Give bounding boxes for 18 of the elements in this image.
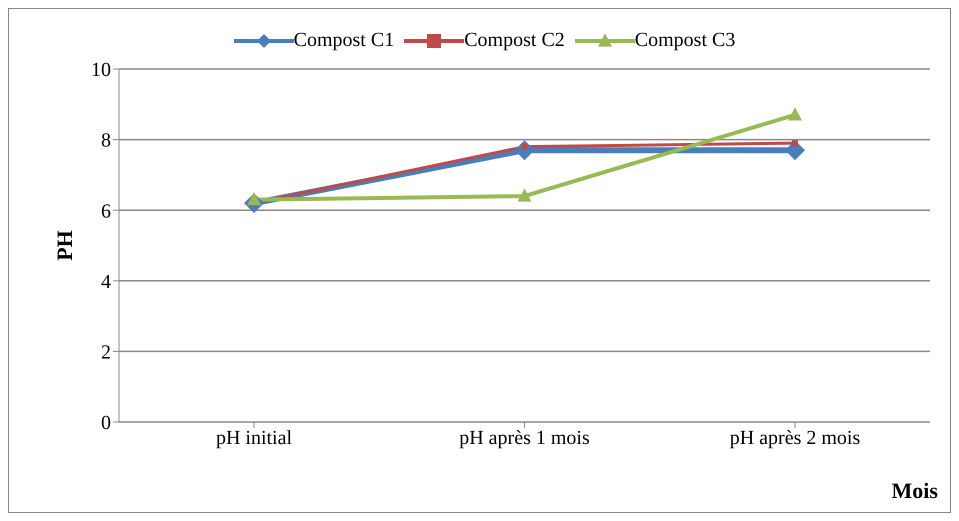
y-tick-label: 10 xyxy=(91,59,111,82)
y-tick-label: 2 xyxy=(101,342,111,364)
legend-label: Compost C2 xyxy=(464,29,565,52)
y-tick-label: 0 xyxy=(101,412,111,434)
x-tick-label: pH initial xyxy=(216,427,292,450)
point xyxy=(792,140,798,146)
x-tick-label: pH après 2 mois xyxy=(730,427,860,450)
point xyxy=(788,107,802,120)
point xyxy=(518,188,532,202)
x-axis-title: Mois xyxy=(892,478,938,504)
legend-label: Compost C3 xyxy=(634,29,736,52)
y-tick-label: 4 xyxy=(101,270,111,293)
y-tick-label: 6 xyxy=(101,200,111,222)
y-tick-label: 8 xyxy=(101,130,111,152)
x-tick-label: pH après 1 mois xyxy=(459,427,590,450)
legend-label: Compost C1 xyxy=(294,29,394,52)
y-axis-title: PH xyxy=(52,230,77,261)
point xyxy=(522,144,528,150)
